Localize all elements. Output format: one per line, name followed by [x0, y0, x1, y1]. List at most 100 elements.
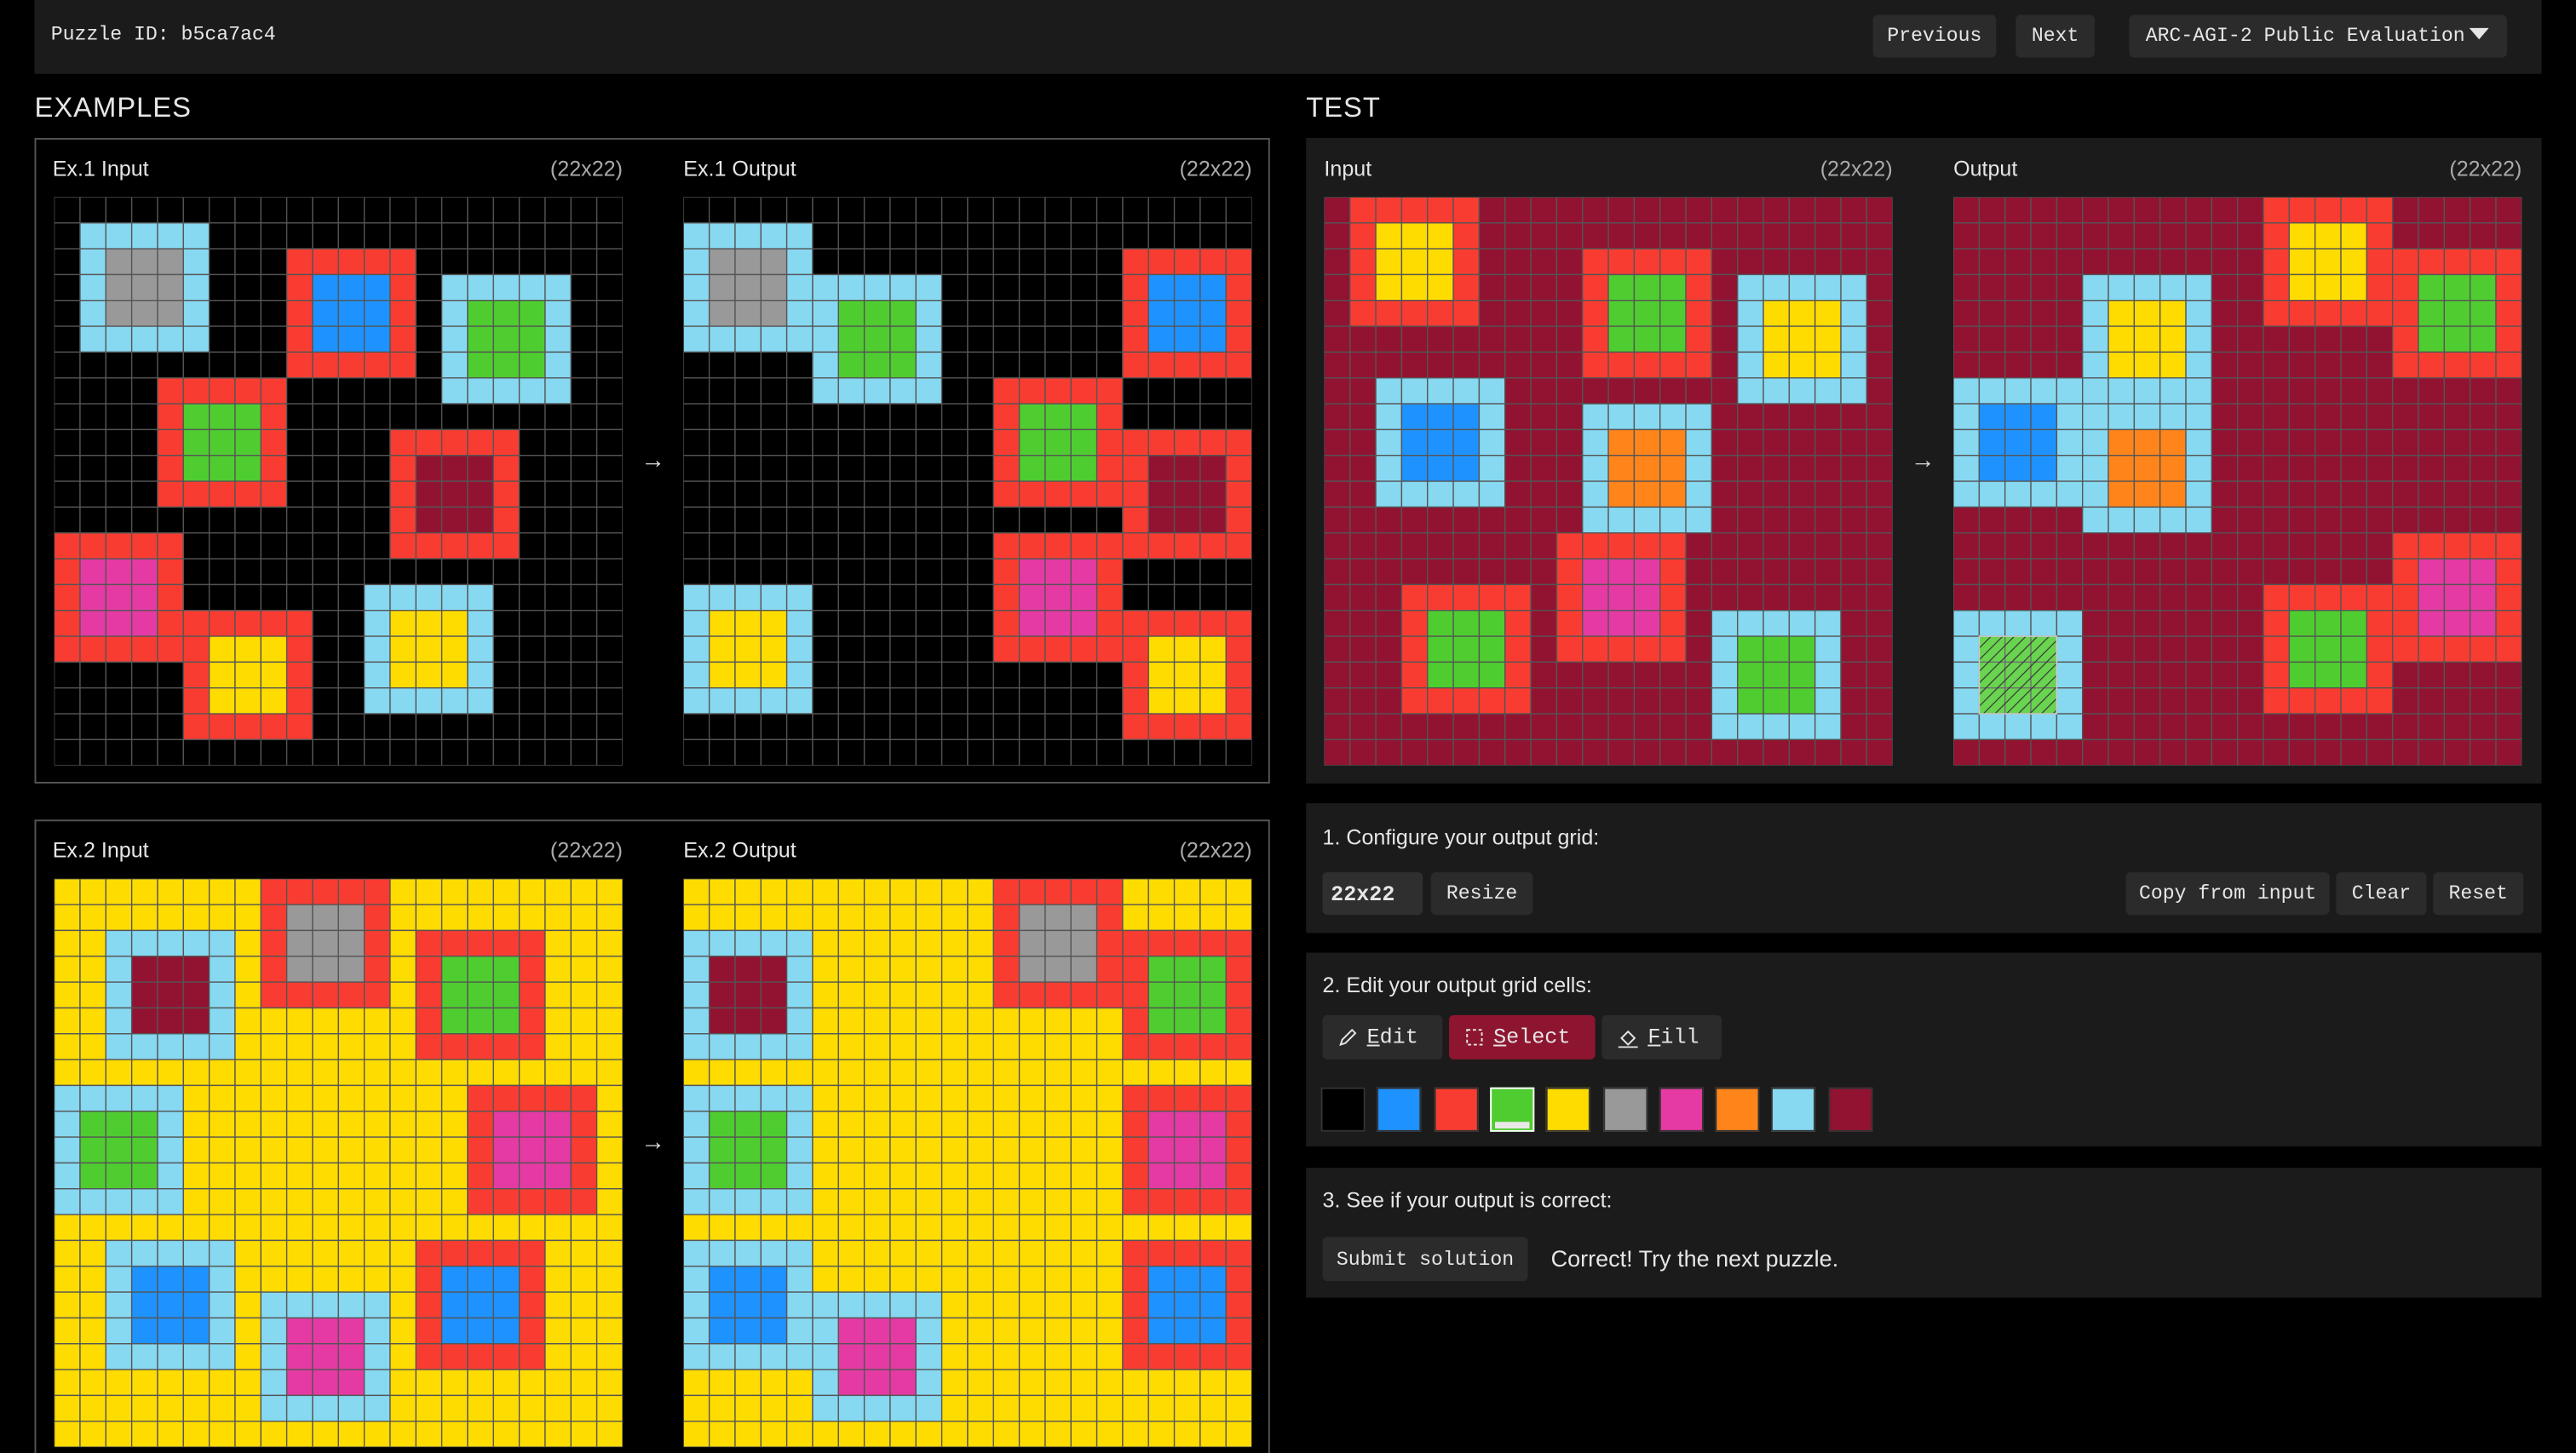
grid-cell[interactable]	[2366, 428, 2394, 457]
grid-cell[interactable]	[2082, 455, 2109, 482]
grid-cell[interactable]	[2470, 532, 2497, 560]
grid-cell[interactable]	[2211, 403, 2239, 431]
grid-cell[interactable]	[2314, 738, 2342, 766]
grid-cell[interactable]	[2056, 506, 2084, 534]
grid-cell[interactable]	[2211, 325, 2239, 353]
grid-cell[interactable]	[2030, 480, 2058, 508]
grid-cell[interactable]	[2056, 661, 2084, 689]
grid-cell[interactable]	[2159, 532, 2187, 560]
grid-cell[interactable]	[2107, 222, 2136, 250]
grid-cell[interactable]	[2392, 583, 2419, 612]
fill-tool[interactable]: Fill	[1601, 1014, 1722, 1060]
grid-cell[interactable]	[2211, 455, 2239, 482]
grid-cell[interactable]	[1978, 506, 2006, 534]
grid-cell[interactable]	[2366, 687, 2394, 715]
grid-cell[interactable]	[2107, 248, 2136, 276]
grid-cell[interactable]	[2159, 661, 2187, 689]
grid-cell[interactable]	[2443, 506, 2471, 534]
grid-cell[interactable]	[2314, 610, 2342, 637]
color-swatch[interactable]	[1490, 1087, 1535, 1132]
grid-cell[interactable]	[2288, 351, 2316, 379]
grid-cell[interactable]	[2185, 300, 2213, 327]
grid-cell[interactable]	[2340, 480, 2368, 508]
grid-cell[interactable]	[2056, 248, 2084, 276]
grid-cell[interactable]	[2107, 558, 2136, 586]
grid-cell[interactable]	[2314, 506, 2342, 534]
grid-cell[interactable]	[1953, 480, 1981, 508]
grid-cell[interactable]	[2340, 506, 2368, 534]
grid-cell[interactable]	[2185, 610, 2213, 637]
grid-cell[interactable]	[2443, 583, 2471, 612]
grid-cell[interactable]	[2418, 635, 2446, 663]
grid-cell[interactable]	[2418, 558, 2446, 586]
reset-button[interactable]: Reset	[2433, 872, 2524, 916]
grid-cell[interactable]	[2470, 661, 2497, 689]
grid-cell[interactable]	[2470, 480, 2497, 508]
grid-cell[interactable]	[2082, 583, 2109, 612]
grid-cell[interactable]	[2030, 377, 2058, 405]
grid-cell[interactable]	[2082, 506, 2109, 534]
grid-cell[interactable]	[2263, 610, 2291, 637]
grid-cell[interactable]	[2185, 197, 2213, 224]
grid-cell[interactable]	[2211, 583, 2239, 612]
grid-cell[interactable]	[2056, 325, 2084, 353]
grid-cell[interactable]	[2470, 403, 2497, 431]
grid-cell[interactable]	[2107, 738, 2136, 766]
grid-cell[interactable]	[2443, 635, 2471, 663]
grid-cell[interactable]	[2237, 325, 2264, 353]
output-grid[interactable]	[1953, 197, 2522, 766]
grid-cell[interactable]	[1953, 635, 1981, 663]
grid-cell[interactable]	[1978, 377, 2006, 405]
grid-cell[interactable]	[2443, 377, 2471, 405]
grid-cell[interactable]	[2185, 480, 2213, 508]
grid-cell[interactable]	[2211, 273, 2239, 302]
grid-cell[interactable]	[2082, 325, 2109, 353]
grid-cell[interactable]	[2263, 300, 2291, 327]
grid-cell[interactable]	[2004, 300, 2032, 327]
grid-cell[interactable]	[2288, 583, 2316, 612]
grid-cell[interactable]	[2288, 455, 2316, 482]
grid-cell[interactable]	[2418, 506, 2446, 534]
grid-cell[interactable]	[2470, 248, 2497, 276]
grid-cell[interactable]	[2107, 197, 2136, 224]
grid-cell[interactable]	[2082, 222, 2109, 250]
grid-cell[interactable]	[2366, 610, 2394, 637]
grid-cell[interactable]	[2185, 635, 2213, 663]
grid-cell[interactable]	[2314, 455, 2342, 482]
grid-cell[interactable]	[2418, 377, 2446, 405]
grid-cell[interactable]	[2470, 738, 2497, 766]
grid-cell[interactable]	[2237, 635, 2264, 663]
grid-cell[interactable]	[2263, 558, 2291, 586]
color-swatch[interactable]	[1433, 1087, 1478, 1132]
grid-cell[interactable]	[1953, 610, 1981, 637]
grid-cell[interactable]	[2159, 635, 2187, 663]
grid-cell[interactable]	[2107, 300, 2136, 327]
grid-cell[interactable]	[2314, 661, 2342, 689]
grid-cell[interactable]	[2288, 558, 2316, 586]
grid-cell[interactable]	[2237, 197, 2264, 224]
color-swatch[interactable]	[1715, 1087, 1760, 1132]
grid-cell[interactable]	[2211, 480, 2239, 508]
grid-cell[interactable]	[2107, 273, 2136, 302]
grid-cell[interactable]	[2082, 687, 2109, 715]
grid-cell[interactable]	[2470, 558, 2497, 586]
grid-cell[interactable]	[1978, 532, 2006, 560]
dataset-dropdown[interactable]: ARC-AGI-2 Public Evaluation	[2129, 14, 2507, 58]
grid-cell[interactable]	[2495, 325, 2522, 353]
grid-cell[interactable]	[2004, 713, 2032, 741]
grid-cell[interactable]	[2133, 197, 2161, 224]
grid-cell[interactable]	[2004, 610, 2032, 637]
grid-cell[interactable]	[2185, 713, 2213, 741]
grid-cell[interactable]	[1978, 351, 2006, 379]
grid-cell[interactable]	[2340, 428, 2368, 457]
grid-cell[interactable]	[2392, 403, 2419, 431]
grid-cell[interactable]	[2211, 532, 2239, 560]
grid-cell[interactable]	[2418, 351, 2446, 379]
grid-cell[interactable]	[2056, 713, 2084, 741]
grid-cell[interactable]	[2288, 300, 2316, 327]
grid-cell[interactable]	[2470, 610, 2497, 637]
grid-cell[interactable]	[2288, 428, 2316, 457]
grid-cell[interactable]	[1953, 377, 1981, 405]
grid-cell[interactable]	[2418, 300, 2446, 327]
grid-cell[interactable]	[2004, 455, 2032, 482]
